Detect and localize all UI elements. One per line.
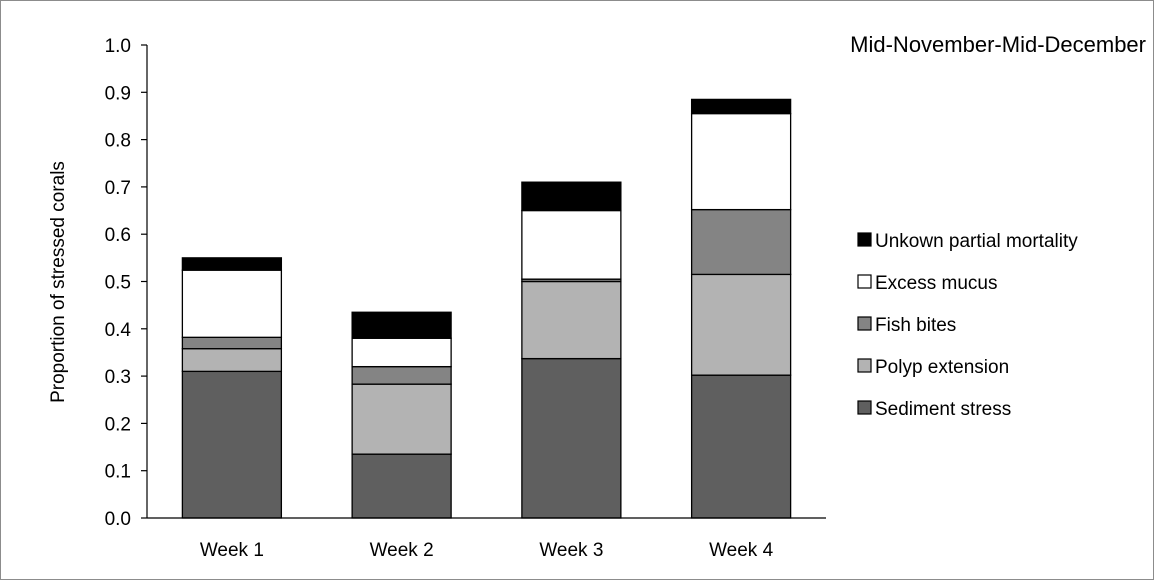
legend-label-polyp-extension: Polyp extension bbox=[875, 357, 1009, 378]
legend-swatch-fish-bites bbox=[857, 316, 872, 331]
bar-sediment-stress-week-1 bbox=[181, 370, 283, 519]
legend-swatch-polyp-extension bbox=[857, 358, 872, 373]
bars bbox=[181, 98, 792, 519]
legend-swatch-sediment-stress bbox=[857, 400, 872, 415]
chart-title: Mid-November-Mid-December bbox=[850, 32, 1146, 57]
x-tick-label: Week 1 bbox=[200, 540, 264, 561]
bar-fish-bites-week-4 bbox=[690, 208, 792, 276]
y-tick-label: 0.9 bbox=[105, 83, 131, 104]
bar-polyp-extension-week-3 bbox=[521, 280, 622, 360]
x-axis-ticks: Week 1 Week 2 Week 3 Week 4 bbox=[200, 540, 774, 561]
legend-swatch-unkown-partial-mortality bbox=[857, 232, 872, 247]
y-tick-label: 0.2 bbox=[105, 414, 131, 435]
bar-excess-mucus-week-4 bbox=[690, 112, 792, 211]
bar-fish-bites-week-1 bbox=[181, 336, 283, 350]
bar-excess-mucus-week-3 bbox=[521, 209, 622, 280]
bar-sediment-stress-week-2 bbox=[351, 453, 452, 519]
bar-unkown-partial-mortality-week-1 bbox=[181, 257, 283, 271]
bar-sediment-stress-week-4 bbox=[690, 374, 792, 519]
y-tick-label: 0.5 bbox=[105, 273, 131, 294]
bar-polyp-extension-week-1 bbox=[181, 348, 283, 373]
y-tick-label: 0.3 bbox=[105, 367, 131, 388]
y-tick-label: 0.8 bbox=[105, 131, 131, 152]
bar-polyp-extension-week-4 bbox=[690, 273, 792, 376]
legend-label-sediment-stress: Sediment stress bbox=[875, 399, 1011, 420]
x-tick-label: Week 3 bbox=[539, 540, 603, 561]
bar-unkown-partial-mortality-week-4 bbox=[690, 98, 792, 115]
bar-unkown-partial-mortality-week-2 bbox=[351, 311, 452, 339]
y-tick-label: 0.1 bbox=[105, 462, 131, 483]
legend-swatch-excess-mucus bbox=[857, 274, 872, 289]
y-tick-label: 1.0 bbox=[105, 36, 131, 57]
x-tick-label: Week 2 bbox=[370, 540, 434, 561]
y-tick-label: 0.6 bbox=[105, 225, 131, 246]
legend-label-unkown-partial-mortality: Unkown partial mortality bbox=[875, 231, 1078, 252]
legend-label-excess-mucus: Excess mucus bbox=[875, 273, 997, 294]
x-tick-label: Week 4 bbox=[709, 540, 774, 561]
legend-label-fish-bites: Fish bites bbox=[875, 315, 956, 336]
y-axis-ticks: 0.0 0.1 0.2 0.3 0.4 0.5 0.6 0.7 0.8 0.9 1.0 bbox=[105, 36, 147, 530]
y-tick-label: 0.7 bbox=[105, 178, 131, 199]
y-axis-label: Proportion of stressed corals bbox=[48, 161, 69, 403]
y-tick-label: 0.0 bbox=[105, 509, 131, 530]
bar-polyp-extension-week-2 bbox=[351, 383, 452, 455]
bar-fish-bites-week-2 bbox=[351, 365, 452, 385]
bar-excess-mucus-week-2 bbox=[351, 337, 452, 368]
bar-sediment-stress-week-3 bbox=[521, 357, 622, 519]
legend: Unkown partial mortality Excess mucus Fish… bbox=[857, 231, 1078, 420]
y-tick-label: 0.4 bbox=[105, 320, 132, 341]
bar-unkown-partial-mortality-week-3 bbox=[521, 181, 622, 212]
bar-excess-mucus-week-1 bbox=[181, 269, 283, 338]
